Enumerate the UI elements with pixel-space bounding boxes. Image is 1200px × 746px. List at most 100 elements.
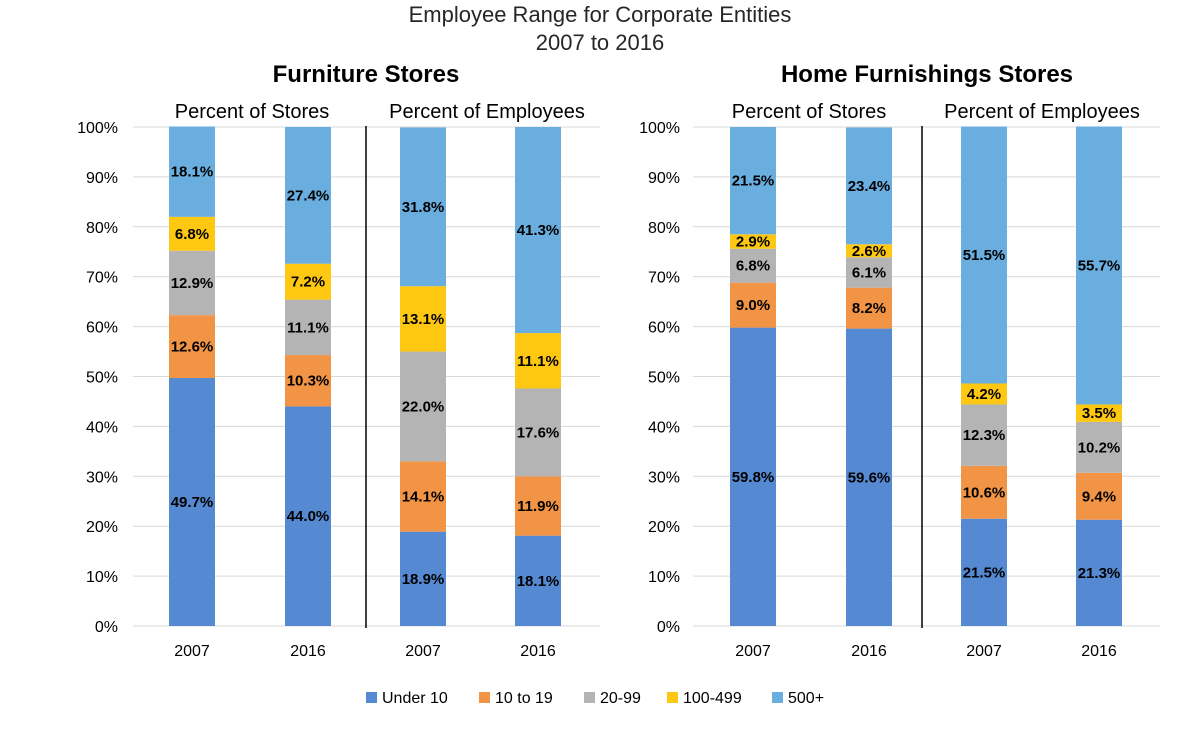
data-label: 21.5% (963, 564, 1006, 581)
data-label: 31.8% (402, 199, 445, 216)
data-label: 7.2% (291, 274, 325, 291)
y-tick-label: 10% (86, 569, 118, 586)
bar-segment (961, 404, 1007, 466)
data-label: 55.7% (1078, 257, 1121, 274)
bar-segment (846, 244, 892, 258)
chart-subtitle: 2007 to 2016 (536, 30, 664, 55)
bar-segment (730, 327, 776, 626)
bar-segment (400, 286, 446, 352)
bar-segment (285, 406, 331, 626)
bar-segment (169, 315, 215, 378)
bar-segment (961, 465, 1007, 519)
bar-segment (515, 535, 561, 626)
group-label: Percent of Stores (732, 101, 887, 123)
legend-item: 10 to 19 (479, 690, 553, 707)
bar-segment (515, 476, 561, 536)
y-tick-label: 50% (648, 370, 680, 387)
bar-segment (285, 127, 331, 264)
data-label: 59.8% (732, 469, 775, 486)
panel-title: Furniture Stores (273, 61, 460, 88)
y-tick-label: 60% (648, 320, 680, 337)
data-label: 12.6% (171, 339, 214, 356)
bar-segment (846, 127, 892, 245)
legend-swatch (772, 692, 783, 703)
plot-panel: 100% 90% 80% 70% 60% 50% 40% 30% 20% 10% 0% 49.7% 12… (77, 120, 600, 660)
legend: Under 10 10 to 19 20-99 100-499 500+ (366, 690, 824, 707)
legend-swatch (366, 692, 377, 703)
bar-segment (730, 127, 776, 235)
bar-segment (1076, 519, 1122, 626)
group-label: Percent of Stores (175, 101, 330, 123)
bar-segment (400, 127, 446, 287)
bar-segment (1076, 126, 1122, 405)
y-tick-label: 80% (648, 220, 680, 237)
bar-segment (515, 333, 561, 389)
data-label: 44.0% (287, 508, 330, 525)
y-tick-label: 90% (86, 170, 118, 187)
data-label: 27.4% (287, 187, 330, 204)
bar-segment (285, 263, 331, 300)
y-tick-label: 30% (86, 469, 118, 486)
legend-label: 100-499 (683, 690, 742, 707)
bar-segment (169, 216, 215, 251)
x-tick-label: 2007 (966, 643, 1002, 660)
y-tick-label: 40% (648, 419, 680, 436)
data-label: 11.1% (287, 319, 329, 336)
legend-item: Under 10 (366, 690, 448, 707)
bar-segment (730, 234, 776, 249)
data-label: 10.2% (1078, 439, 1121, 456)
data-label: 9.4% (1082, 488, 1116, 505)
panel-home-furnishings-stores: Home Furnishings Stores Percent of Store… (732, 61, 1140, 123)
y-tick-label: 50% (86, 370, 118, 387)
bar-segment (961, 518, 1007, 626)
data-label: 10.6% (963, 484, 1006, 501)
bar-segment (515, 388, 561, 477)
y-tick-label: 70% (648, 270, 680, 287)
bar-segment (285, 355, 331, 407)
data-label: 10.3% (287, 373, 330, 390)
y-tick-label: 60% (86, 320, 118, 337)
legend-item: 100-499 (667, 690, 742, 707)
bar-segment (1076, 421, 1122, 473)
y-tick-label: 0% (95, 619, 118, 636)
data-label: 11.9% (517, 498, 559, 515)
data-label: 14.1% (402, 489, 445, 506)
legend-label: 20-99 (600, 690, 641, 707)
data-label: 59.6% (848, 469, 891, 486)
bar-segment (846, 328, 892, 626)
data-label: 6.8% (175, 226, 209, 243)
data-label: 8.2% (852, 300, 886, 317)
group-label: Percent of Employees (389, 101, 585, 123)
y-tick-label: 30% (648, 469, 680, 486)
data-label: 4.2% (967, 386, 1001, 403)
panel-furniture-stores: Furniture Stores Percent of Stores Perce… (175, 61, 585, 123)
x-tick-label: 2007 (174, 643, 210, 660)
data-label: 13.1% (402, 311, 445, 328)
data-label: 6.8% (736, 258, 770, 275)
bar-segment (730, 248, 776, 283)
legend-label: Under 10 (382, 690, 448, 707)
bar-segment (169, 377, 215, 626)
y-tick-label: 20% (648, 519, 680, 536)
bar-segment (400, 351, 446, 462)
x-tick-label: 2016 (851, 643, 887, 660)
data-label: 6.1% (852, 264, 886, 281)
bar-segment (515, 127, 561, 334)
data-label: 17.6% (517, 424, 560, 441)
data-label: 51.5% (963, 247, 1006, 264)
y-tick-label: 100% (639, 120, 680, 137)
plot-area: 100% 90% 80% 70% 60% 50% 40% 30% 20% 10% 0% 49.7% 12… (77, 120, 1160, 660)
bar-segment (1076, 472, 1122, 520)
data-label: 18.1% (171, 164, 214, 181)
legend-swatch (584, 692, 595, 703)
bar-segment (1076, 404, 1122, 422)
data-label: 12.9% (171, 275, 214, 292)
data-label: 2.6% (852, 243, 886, 260)
x-tick-label: 2016 (1081, 643, 1117, 660)
legend-label: 500+ (788, 690, 824, 707)
bar-segment (400, 461, 446, 532)
bar-segment (846, 257, 892, 288)
x-tick-label: 2016 (290, 643, 326, 660)
y-tick-label: 90% (648, 170, 680, 187)
